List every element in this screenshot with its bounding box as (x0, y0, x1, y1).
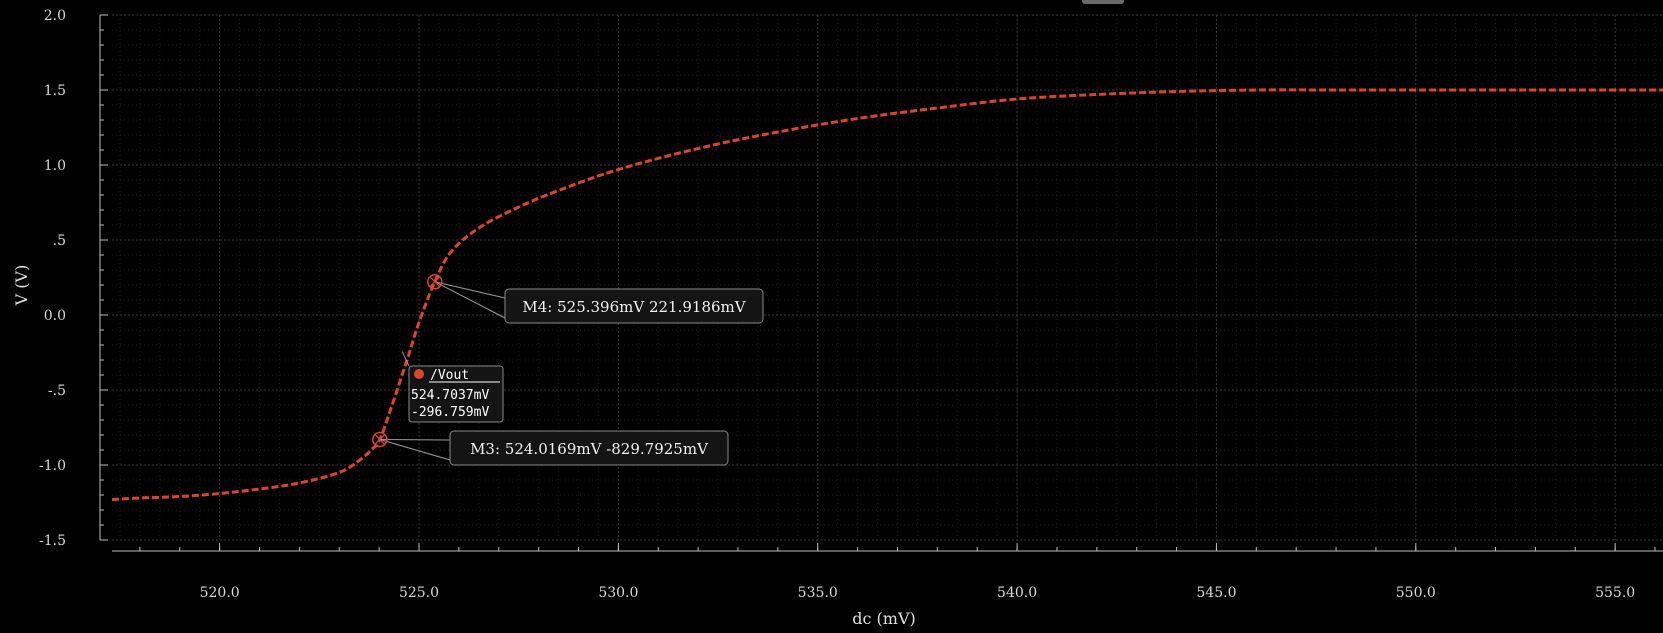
y-tick-label: .5 (53, 233, 66, 249)
marker-leaders (379, 281, 506, 461)
marker-m4-text: M4: 525.396mV 221.9186mV (522, 298, 746, 316)
y-axis-ticks: 2.0 1.5 1.0 .5 0.0 -.5 -1.0 -1.5 (39, 8, 108, 549)
marker-leader-line (434, 281, 506, 319)
x-axis-ticks: 520.0 525.0 530.0 535.0 540.0 545.0 550.0 555.0 (139, 543, 1656, 601)
x-tick-label: 525.0 (399, 585, 439, 601)
axes (99, 15, 1663, 552)
marker-m4-label[interactable]: M4: 525.396mV 221.9186mV (504, 288, 764, 324)
y-tick-label: 2.0 (44, 8, 66, 24)
trace-color-dot (414, 369, 424, 379)
marker-leader-line (379, 438, 451, 441)
x-tick-label: 535.0 (798, 585, 838, 601)
y-axis-title: V (V) (12, 265, 31, 307)
series-layer (111, 88, 1663, 501)
y-tick-label: 0.0 (44, 308, 66, 324)
marker-m4-cross (429, 276, 441, 288)
marker-m3-cross (374, 434, 386, 445)
x-tick-label: 540.0 (997, 585, 1037, 601)
markers-layer (372, 273, 443, 448)
marker-m3-text: M3: 524.0169mV -829.7925mV (470, 440, 709, 458)
marker-m3-point (372, 431, 388, 448)
marker-m3-label[interactable]: M3: 524.0169mV -829.7925mV (449, 430, 729, 466)
y-tick-label: -1.5 (39, 533, 66, 549)
y-tick-label: 1.5 (44, 83, 66, 99)
x-axis-title: dc (mV) (852, 609, 916, 628)
tooltip-trace-name: /Vout (430, 368, 469, 383)
marker-leader-line (434, 281, 506, 299)
series-line-vout (111, 88, 1663, 501)
scroll-handle[interactable] (1082, 0, 1124, 4)
marker-m4-point (427, 273, 443, 290)
tooltip-leader-line (401, 351, 410, 367)
x-tick-label: 555.0 (1595, 585, 1635, 601)
marker-leader-line (379, 438, 451, 461)
x-tick-label: 550.0 (1396, 585, 1436, 601)
y-tick-label: -1.0 (39, 458, 66, 474)
y-tick-label: 1.0 (44, 158, 66, 174)
tooltip-x-value: 524.7037mV (411, 388, 489, 403)
x-tick-label: 545.0 (1196, 585, 1236, 601)
minor-grid (112, 14, 1663, 541)
trace-tooltip: /Vout 524.7037mV -296.759mV (408, 365, 504, 423)
x-tick-label: 520.0 (200, 585, 240, 601)
tooltip-y-value: -296.759mV (411, 405, 489, 420)
x-tick-label: 530.0 (598, 585, 638, 601)
y-tick-label: -.5 (48, 383, 66, 399)
major-grid (112, 14, 1663, 541)
